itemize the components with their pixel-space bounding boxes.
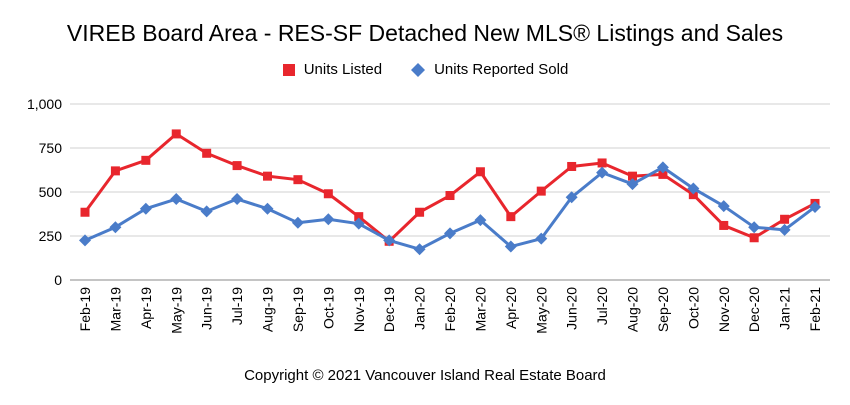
data-point-units-reported-sold — [413, 243, 426, 256]
legend-label-units-listed: Units Listed — [303, 61, 383, 78]
data-point-units-reported-sold — [656, 161, 669, 174]
data-point-units-reported-sold — [79, 234, 91, 247]
data-point-units-reported-sold — [170, 193, 183, 206]
data-point-units-listed — [749, 233, 759, 243]
data-point-units-listed — [475, 167, 485, 177]
data-point-units-listed — [293, 175, 303, 185]
x-tick-label: Jun-19 — [199, 287, 215, 330]
data-point-units-listed — [567, 161, 577, 171]
x-tick-label: Oct-20 — [685, 287, 701, 329]
data-point-units-reported-sold — [626, 178, 639, 191]
x-tick-label: Mar-19 — [107, 287, 123, 332]
x-tick-label: Jan-20 — [412, 287, 428, 330]
chart-legend: Units Listed Units Reported Sold — [0, 61, 850, 78]
data-point-units-reported-sold — [565, 191, 578, 204]
x-tick-label: Nov-20 — [716, 287, 732, 332]
y-tick-label: 0 — [54, 272, 62, 288]
x-tick-label: Nov-19 — [351, 287, 367, 332]
data-point-units-listed — [202, 148, 212, 158]
data-point-units-listed — [263, 171, 272, 181]
x-tick-label: May-19 — [168, 287, 184, 334]
y-tick-label: 250 — [39, 228, 63, 244]
data-point-units-listed — [323, 189, 333, 199]
data-point-units-reported-sold — [474, 214, 487, 227]
data-point-units-listed — [658, 169, 668, 179]
legend-item-units-listed: Units Listed — [282, 61, 382, 78]
data-point-units-listed — [597, 158, 607, 168]
data-point-units-listed — [110, 166, 120, 176]
data-point-units-listed — [141, 155, 151, 165]
data-point-units-reported-sold — [717, 200, 730, 213]
x-tick-label: Dec-20 — [746, 287, 762, 332]
data-point-units-listed — [415, 207, 425, 217]
data-point-units-reported-sold — [109, 221, 122, 234]
x-tick-label: Jan-21 — [777, 287, 793, 330]
y-tick-label: 1,000 — [27, 96, 62, 112]
data-point-units-reported-sold — [383, 234, 396, 247]
x-tick-label: Jul-20 — [594, 287, 610, 325]
legend-label-units-reported-sold: Units Reported Sold — [434, 61, 569, 78]
x-tick-label: Apr-19 — [138, 287, 154, 329]
data-point-units-reported-sold — [291, 216, 304, 229]
data-point-units-reported-sold — [352, 217, 365, 230]
x-tick-label: Apr-20 — [503, 287, 519, 329]
chart-title: VIREB Board Area - RES-SF Detached New M… — [66, 20, 784, 46]
diamond-marker-icon — [411, 62, 426, 77]
x-tick-label: Aug-20 — [625, 287, 641, 332]
y-tick-label: 750 — [39, 140, 63, 156]
data-point-units-listed — [780, 214, 790, 224]
data-point-units-listed — [445, 191, 455, 201]
data-point-units-reported-sold — [809, 200, 821, 213]
data-point-units-reported-sold — [748, 221, 761, 234]
data-point-units-reported-sold — [687, 182, 700, 195]
data-point-units-reported-sold — [200, 205, 213, 218]
data-point-units-reported-sold — [535, 232, 548, 245]
x-tick-label: Aug-19 — [260, 287, 276, 332]
data-point-units-listed — [171, 129, 181, 139]
x-tick-label: Feb-19 — [77, 287, 93, 332]
data-point-units-listed — [80, 207, 90, 217]
data-point-units-reported-sold — [231, 193, 244, 206]
x-tick-label: May-20 — [533, 287, 549, 334]
x-tick-label: Feb-20 — [442, 287, 458, 332]
y-tick-label: 500 — [39, 184, 63, 200]
data-point-units-reported-sold — [139, 202, 152, 215]
legend-item-units-reported-sold: Units Reported Sold — [410, 61, 568, 78]
x-tick-label: Feb-21 — [807, 287, 823, 332]
data-point-units-listed — [354, 212, 364, 222]
x-tick-label: Jul-19 — [229, 287, 245, 325]
data-point-units-listed — [628, 171, 637, 181]
square-marker-icon — [282, 63, 295, 76]
data-point-units-reported-sold — [778, 223, 791, 236]
x-tick-label: Sep-19 — [290, 287, 306, 332]
data-point-units-reported-sold — [504, 240, 517, 253]
data-point-units-listed — [506, 212, 516, 222]
data-point-units-reported-sold — [444, 227, 456, 240]
series-line-0 — [83, 132, 816, 243]
data-point-units-reported-sold — [596, 166, 609, 179]
x-tick-label: Mar-20 — [472, 287, 488, 332]
x-tick-label: Oct-19 — [320, 287, 336, 329]
x-tick-label: Sep-20 — [655, 287, 671, 332]
copyright-footer: Copyright © 2021 Vancouver Island Real E… — [244, 367, 606, 384]
data-point-units-listed — [688, 190, 698, 200]
data-point-units-reported-sold — [322, 213, 335, 226]
x-tick-label: Jun-20 — [564, 287, 580, 330]
x-tick-label: Dec-19 — [381, 287, 397, 332]
data-point-units-listed — [536, 186, 546, 196]
data-point-units-listed — [719, 220, 729, 230]
data-point-units-reported-sold — [261, 202, 274, 215]
data-point-units-listed — [232, 161, 242, 171]
